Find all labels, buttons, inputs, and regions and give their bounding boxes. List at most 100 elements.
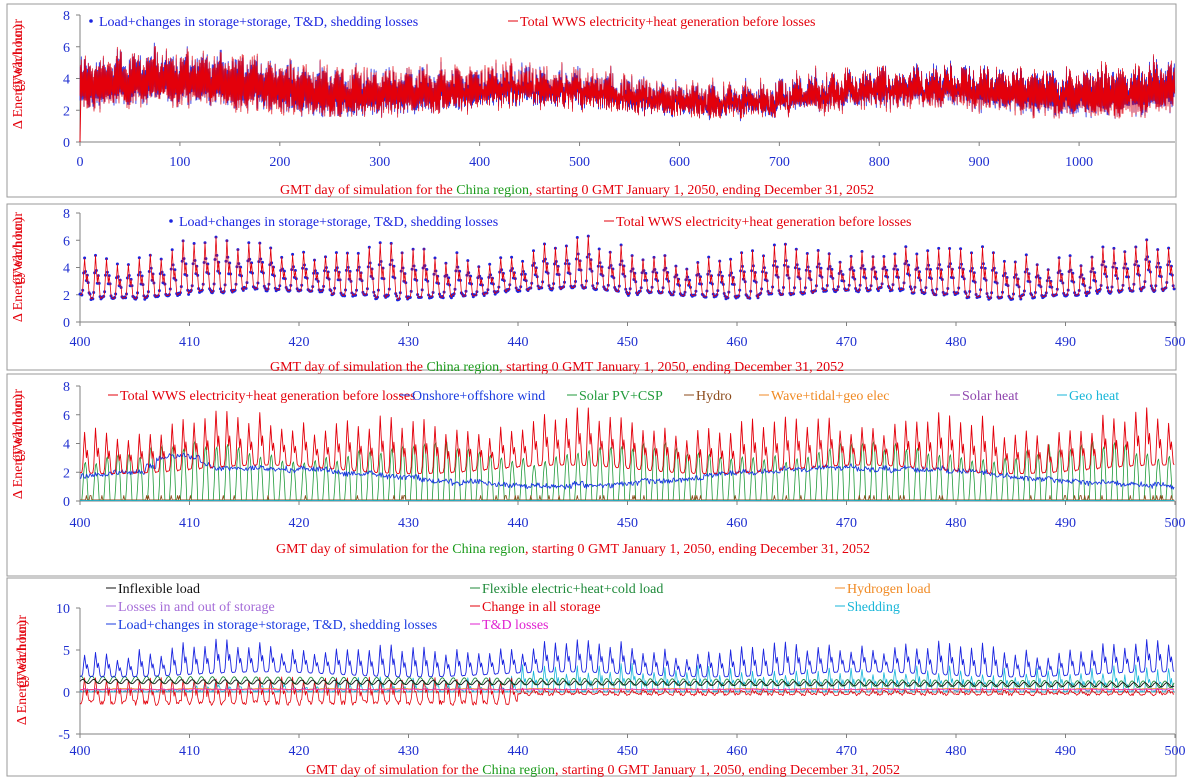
series-hydrogen-line: [80, 688, 1175, 690]
panel-frame-1: [6, 3, 1177, 198]
load-point: [852, 269, 856, 273]
x-title-region: China region: [482, 763, 555, 778]
y-tick-label: 4: [63, 73, 70, 88]
load-point: [605, 288, 609, 292]
y-tick-label: 4: [63, 262, 70, 277]
y-axis-label-line1: Δ Energy each hour: [15, 615, 30, 726]
x-tick-label: 900: [969, 155, 990, 170]
x-tick-label: 500: [1165, 335, 1186, 350]
y-tick-label: 10: [56, 602, 70, 617]
series-hydro-line: [80, 495, 1175, 501]
x-title-region: China region: [426, 360, 499, 375]
legend-label: Solar heat: [962, 389, 1018, 404]
legend-flexible-load: Flexible electric+heat+cold load: [470, 582, 663, 597]
load-point: [830, 267, 834, 271]
load-point: [408, 295, 412, 299]
x-tick-label: 410: [179, 516, 200, 531]
legend-losses-storage: Losses in and out of storage: [106, 600, 275, 615]
legend-label: Geo heat: [1069, 389, 1119, 404]
x-tick-label: 480: [946, 744, 967, 759]
load-point: [1024, 253, 1028, 257]
y-axis-label-line2: (TWh/hour): [11, 394, 26, 462]
load-point: [1011, 297, 1015, 301]
y-tick-label: 6: [63, 41, 70, 56]
load-point: [1033, 295, 1036, 299]
load-point: [523, 272, 527, 276]
load-point: [707, 255, 711, 259]
x-tick-label: 460: [727, 516, 748, 531]
load-point: [876, 289, 880, 293]
load-point: [250, 261, 254, 265]
load-point: [896, 268, 900, 272]
y-tick-label: 8: [63, 9, 70, 24]
x-tick-label: 420: [289, 744, 310, 759]
load-point: [107, 274, 111, 278]
load-point: [748, 296, 752, 300]
load-point: [433, 256, 437, 260]
x-tick-label: 400: [70, 744, 91, 759]
legend-dot: [169, 219, 173, 223]
x-axis-title: GMT day of simulation for the China regi…: [280, 183, 874, 198]
legend-load: Load+changes in storage+storage, T&D, sh…: [169, 215, 498, 230]
x-tick-label: 450: [617, 744, 638, 759]
series-inflexible-load-line: [79, 678, 1175, 688]
legend-label: Shedding: [847, 600, 900, 615]
load-point: [115, 262, 119, 266]
load-point: [567, 262, 571, 266]
x-axis-title: GMT day of simulation for the China regi…: [276, 542, 870, 557]
legend-label: Flexible electric+heat+cold load: [482, 582, 663, 597]
load-point: [1172, 287, 1176, 291]
y-axis-label: Δ Energy each hour(TWh/hour): [15, 615, 30, 726]
x-title-suffix: , starting 0 GMT January 1, 2050, ending…: [555, 763, 900, 778]
panel-2-axes: 400 410 420 430 440 450 460 470 480 490 500 0 2 4 6 8 Δ …: [11, 207, 1186, 375]
series-load-points: [78, 234, 1176, 302]
panel-frame-2: [6, 203, 1177, 371]
series-total-generation-line: [80, 235, 1175, 300]
load-point: [1085, 294, 1088, 298]
y-tick-label: 0: [63, 316, 70, 331]
legend-label: Total WWS electricity+heat generation be…: [520, 15, 816, 30]
load-point: [907, 263, 911, 267]
panel-1-axes: 0 100 200 300 400 500 600 700 800 900 1000 0 2 4 6 8 Δ E…: [11, 9, 1175, 198]
y-tick-label: -5: [58, 728, 70, 743]
panel-3-series: [79, 407, 1175, 501]
series-total-generation-line: [79, 45, 1176, 119]
x-title-region: China region: [456, 183, 529, 198]
legend-total-generation: Total WWS electricity+heat generation be…: [604, 215, 912, 230]
load-point: [293, 269, 297, 272]
y-axis-label-line1: Δ Energy each hour: [11, 19, 26, 130]
load-point: [480, 277, 483, 281]
load-point: [247, 241, 251, 245]
x-tick-label: 600: [669, 155, 690, 170]
legend-label: Hydrogen load: [847, 582, 931, 597]
load-point: [425, 268, 429, 271]
x-tick-label: 480: [946, 335, 967, 350]
x-tick-label: 410: [179, 335, 200, 350]
legend-label: Onshore+offshore wind: [412, 389, 545, 404]
x-tick-label: 470: [836, 516, 857, 531]
x-tick-label: 0: [77, 155, 84, 170]
load-point: [704, 295, 708, 299]
load-point: [644, 271, 648, 275]
load-point: [521, 259, 525, 263]
y-axis-label-line2: (TWh/hour): [15, 620, 30, 688]
x-title-suffix: , starting 0 GMT January 1, 2050, ending…: [499, 360, 844, 375]
load-point: [173, 268, 177, 272]
x-tick-label: 420: [289, 516, 310, 531]
legend-label: Total WWS electricity+heat generation be…: [120, 389, 416, 404]
load-point: [488, 262, 492, 266]
load-point: [978, 295, 982, 299]
legend-label: Wave+tidal+geo elec: [771, 389, 889, 404]
y-tick-label: 2: [63, 289, 70, 304]
x-tick-label: 400: [70, 335, 91, 350]
load-point: [926, 249, 930, 253]
x-tick-label: 1000: [1065, 155, 1093, 170]
series-start-spike: [79, 86, 82, 143]
legend-total-generation: Total WWS electricity+heat generation be…: [108, 389, 416, 404]
x-tick-label: 450: [617, 516, 638, 531]
x-tick-label: 500: [1165, 744, 1186, 759]
y-axis-label-line2: (TWh/hour): [11, 24, 26, 92]
load-point: [1137, 264, 1140, 268]
load-point: [1038, 276, 1042, 280]
x-tick-label: 470: [836, 744, 857, 759]
